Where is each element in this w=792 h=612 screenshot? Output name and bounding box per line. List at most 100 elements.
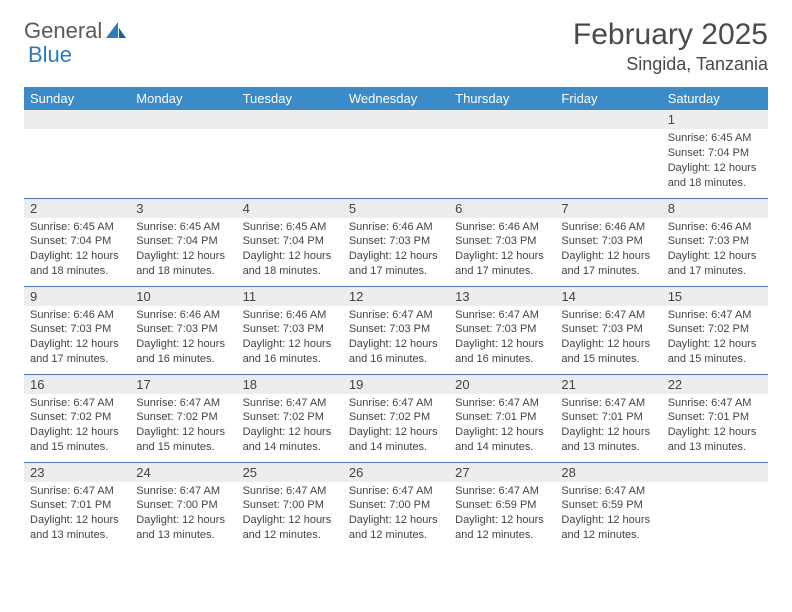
calendar-cell: 5Sunrise: 6:46 AMSunset: 7:03 PMDaylight… [343, 198, 449, 286]
calendar-cell: 22Sunrise: 6:47 AMSunset: 7:01 PMDayligh… [662, 374, 768, 462]
weekday-header: Tuesday [237, 87, 343, 110]
sunrise-text: Sunrise: 6:45 AM [243, 220, 337, 235]
sunrise-text: Sunrise: 6:46 AM [561, 220, 655, 235]
day-number: 26 [343, 463, 449, 482]
daylight-text: Daylight: 12 hours and 12 minutes. [349, 513, 443, 543]
sunset-text: Sunset: 7:03 PM [349, 322, 443, 337]
calendar-cell: 10Sunrise: 6:46 AMSunset: 7:03 PMDayligh… [130, 286, 236, 374]
day-details: Sunrise: 6:45 AMSunset: 7:04 PMDaylight:… [130, 218, 236, 281]
sunset-text: Sunset: 6:59 PM [561, 498, 655, 513]
daylight-text: Daylight: 12 hours and 18 minutes. [668, 161, 762, 191]
day-details: Sunrise: 6:45 AMSunset: 7:04 PMDaylight:… [24, 218, 130, 281]
day-details: Sunrise: 6:46 AMSunset: 7:03 PMDaylight:… [662, 218, 768, 281]
calendar-cell: 28Sunrise: 6:47 AMSunset: 6:59 PMDayligh… [555, 462, 661, 550]
daylight-text: Daylight: 12 hours and 14 minutes. [455, 425, 549, 455]
calendar-cell: 2Sunrise: 6:45 AMSunset: 7:04 PMDaylight… [24, 198, 130, 286]
daylight-text: Daylight: 12 hours and 16 minutes. [455, 337, 549, 367]
weekday-header: Friday [555, 87, 661, 110]
sunset-text: Sunset: 7:03 PM [561, 234, 655, 249]
sunrise-text: Sunrise: 6:47 AM [455, 396, 549, 411]
day-details: Sunrise: 6:47 AMSunset: 7:02 PMDaylight:… [237, 394, 343, 457]
daylight-text: Daylight: 12 hours and 13 minutes. [136, 513, 230, 543]
sunset-text: Sunset: 7:03 PM [136, 322, 230, 337]
calendar-week-row: 16Sunrise: 6:47 AMSunset: 7:02 PMDayligh… [24, 374, 768, 462]
sunset-text: Sunset: 7:03 PM [455, 234, 549, 249]
day-details: Sunrise: 6:47 AMSunset: 7:01 PMDaylight:… [662, 394, 768, 457]
sunrise-text: Sunrise: 6:46 AM [243, 308, 337, 323]
sunset-text: Sunset: 7:00 PM [349, 498, 443, 513]
day-number: 20 [449, 375, 555, 394]
calendar-cell: 3Sunrise: 6:45 AMSunset: 7:04 PMDaylight… [130, 198, 236, 286]
sunrise-text: Sunrise: 6:46 AM [30, 308, 124, 323]
daylight-text: Daylight: 12 hours and 17 minutes. [455, 249, 549, 279]
daylight-text: Daylight: 12 hours and 18 minutes. [136, 249, 230, 279]
day-number: 5 [343, 199, 449, 218]
day-number [24, 110, 130, 129]
day-details: Sunrise: 6:46 AMSunset: 7:03 PMDaylight:… [449, 218, 555, 281]
sunrise-text: Sunrise: 6:47 AM [668, 308, 762, 323]
day-details [449, 129, 555, 133]
daylight-text: Daylight: 12 hours and 13 minutes. [30, 513, 124, 543]
sunrise-text: Sunrise: 6:45 AM [668, 131, 762, 146]
day-details [237, 129, 343, 133]
day-details: Sunrise: 6:47 AMSunset: 7:01 PMDaylight:… [24, 482, 130, 545]
sunrise-text: Sunrise: 6:47 AM [349, 396, 443, 411]
daylight-text: Daylight: 12 hours and 15 minutes. [136, 425, 230, 455]
sunset-text: Sunset: 7:02 PM [243, 410, 337, 425]
calendar-cell: 21Sunrise: 6:47 AMSunset: 7:01 PMDayligh… [555, 374, 661, 462]
day-number [662, 463, 768, 482]
calendar-week-row: 1Sunrise: 6:45 AMSunset: 7:04 PMDaylight… [24, 110, 768, 198]
sunrise-text: Sunrise: 6:47 AM [30, 484, 124, 499]
day-details: Sunrise: 6:47 AMSunset: 7:03 PMDaylight:… [343, 306, 449, 369]
calendar-cell [343, 110, 449, 198]
sunrise-text: Sunrise: 6:47 AM [243, 396, 337, 411]
logo-word-blue: Blue [28, 42, 72, 68]
sunset-text: Sunset: 7:01 PM [668, 410, 762, 425]
day-number: 16 [24, 375, 130, 394]
daylight-text: Daylight: 12 hours and 12 minutes. [243, 513, 337, 543]
month-title: February 2025 [573, 18, 768, 52]
weekday-header: Wednesday [343, 87, 449, 110]
day-number: 9 [24, 287, 130, 306]
day-details: Sunrise: 6:47 AMSunset: 7:02 PMDaylight:… [130, 394, 236, 457]
day-details: Sunrise: 6:45 AMSunset: 7:04 PMDaylight:… [662, 129, 768, 192]
sunrise-text: Sunrise: 6:47 AM [136, 396, 230, 411]
daylight-text: Daylight: 12 hours and 16 minutes. [136, 337, 230, 367]
sunrise-text: Sunrise: 6:45 AM [30, 220, 124, 235]
calendar-cell: 24Sunrise: 6:47 AMSunset: 7:00 PMDayligh… [130, 462, 236, 550]
calendar-cell: 20Sunrise: 6:47 AMSunset: 7:01 PMDayligh… [449, 374, 555, 462]
day-details: Sunrise: 6:46 AMSunset: 7:03 PMDaylight:… [237, 306, 343, 369]
calendar-table: Sunday Monday Tuesday Wednesday Thursday… [24, 87, 768, 550]
calendar-week-row: 9Sunrise: 6:46 AMSunset: 7:03 PMDaylight… [24, 286, 768, 374]
calendar-week-row: 23Sunrise: 6:47 AMSunset: 7:01 PMDayligh… [24, 462, 768, 550]
day-details [662, 482, 768, 486]
day-number: 17 [130, 375, 236, 394]
day-details: Sunrise: 6:45 AMSunset: 7:04 PMDaylight:… [237, 218, 343, 281]
day-number: 4 [237, 199, 343, 218]
day-number: 22 [662, 375, 768, 394]
day-number: 11 [237, 287, 343, 306]
sunset-text: Sunset: 7:03 PM [455, 322, 549, 337]
calendar-cell: 19Sunrise: 6:47 AMSunset: 7:02 PMDayligh… [343, 374, 449, 462]
location: Singida, Tanzania [573, 54, 768, 75]
sunrise-text: Sunrise: 6:45 AM [136, 220, 230, 235]
calendar-cell: 23Sunrise: 6:47 AMSunset: 7:01 PMDayligh… [24, 462, 130, 550]
calendar-cell: 27Sunrise: 6:47 AMSunset: 6:59 PMDayligh… [449, 462, 555, 550]
calendar-cell: 11Sunrise: 6:46 AMSunset: 7:03 PMDayligh… [237, 286, 343, 374]
sunset-text: Sunset: 7:02 PM [349, 410, 443, 425]
day-number: 15 [662, 287, 768, 306]
day-number: 25 [237, 463, 343, 482]
sunrise-text: Sunrise: 6:47 AM [349, 308, 443, 323]
day-details: Sunrise: 6:47 AMSunset: 7:00 PMDaylight:… [343, 482, 449, 545]
sunrise-text: Sunrise: 6:46 AM [668, 220, 762, 235]
day-details: Sunrise: 6:47 AMSunset: 7:03 PMDaylight:… [449, 306, 555, 369]
day-details: Sunrise: 6:47 AMSunset: 7:01 PMDaylight:… [449, 394, 555, 457]
calendar-cell: 9Sunrise: 6:46 AMSunset: 7:03 PMDaylight… [24, 286, 130, 374]
day-number: 12 [343, 287, 449, 306]
day-number: 27 [449, 463, 555, 482]
sunrise-text: Sunrise: 6:47 AM [349, 484, 443, 499]
daylight-text: Daylight: 12 hours and 13 minutes. [561, 425, 655, 455]
calendar-cell: 12Sunrise: 6:47 AMSunset: 7:03 PMDayligh… [343, 286, 449, 374]
calendar-cell [555, 110, 661, 198]
day-number [237, 110, 343, 129]
